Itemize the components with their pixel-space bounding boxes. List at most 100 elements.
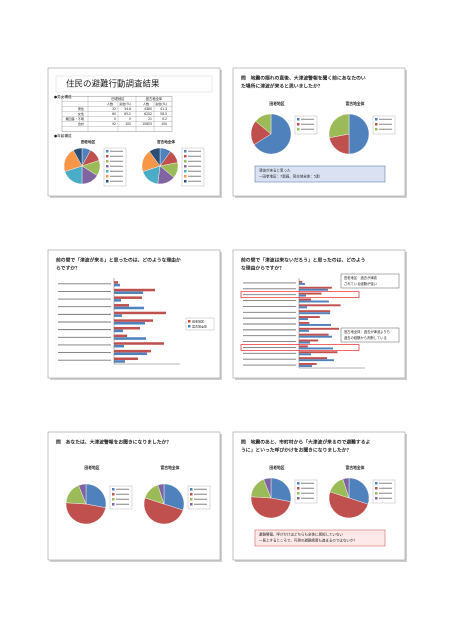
legend-swatch	[184, 170, 187, 173]
text: 21	[148, 117, 152, 121]
legend-swatch	[184, 155, 187, 158]
legend-swatch	[190, 488, 193, 491]
bar	[299, 347, 333, 350]
legend-swatch	[184, 165, 187, 168]
text: 人数	[143, 101, 149, 106]
legend-box	[185, 317, 215, 331]
bar	[299, 357, 327, 360]
bar	[299, 333, 329, 336]
text: 問 地震のあと、市町村から「大津波が来るので避難するよ	[241, 439, 371, 446]
legend-swatch	[188, 320, 191, 323]
legend-swatch	[297, 128, 300, 131]
bar	[299, 294, 306, 297]
legend-swatch	[375, 497, 378, 500]
bar	[299, 327, 339, 330]
text: されている経験が強い	[344, 281, 378, 286]
legend-box	[187, 485, 211, 510]
text: 田老地区	[192, 318, 204, 323]
legend-swatch	[112, 498, 115, 501]
text: た場所に津波が来ると思いましたか？	[241, 83, 323, 90]
bar	[299, 318, 308, 321]
bar	[114, 352, 147, 356]
legend-swatch	[106, 160, 109, 163]
bar	[299, 316, 320, 319]
text: らですか？	[56, 265, 80, 272]
pie-slice	[328, 491, 369, 519]
bar	[114, 329, 123, 333]
pie-slice	[253, 113, 292, 155]
bar	[114, 337, 146, 340]
legend-swatch	[184, 180, 187, 183]
text: な理由からですか？	[241, 265, 284, 272]
text: 宮古地全体	[346, 465, 365, 470]
bar	[299, 341, 310, 344]
text: 田老地区	[269, 465, 284, 470]
note-box	[254, 165, 386, 183]
text: 60	[112, 112, 116, 116]
legend-swatch	[297, 118, 300, 121]
pie-slice	[328, 113, 350, 138]
bar	[299, 339, 319, 342]
text: 0	[114, 117, 116, 121]
bar	[299, 304, 341, 307]
text: 0.2	[162, 117, 167, 121]
bar	[114, 283, 120, 287]
text: 0	[129, 117, 131, 121]
text: 住民の避難行動調査結果	[66, 79, 160, 90]
bar	[114, 291, 143, 294]
text: 津波が来ると思った	[259, 168, 291, 173]
bar	[299, 321, 310, 324]
text: 過去の経験から判断している	[344, 335, 387, 340]
highlight	[240, 291, 360, 298]
legend-swatch	[297, 492, 300, 495]
pie-slice	[78, 483, 87, 505]
bar	[299, 306, 307, 309]
callout	[340, 273, 400, 289]
bar	[114, 349, 151, 353]
legend-box	[109, 485, 133, 510]
text: 合計	[78, 121, 84, 126]
bar	[299, 329, 309, 332]
text: 田老地区	[269, 101, 284, 106]
bar	[299, 359, 334, 362]
bar	[299, 351, 338, 354]
text: うに」といった呼びかけをお聞きになりましたか？	[241, 447, 351, 454]
text: 割合(%)	[155, 101, 167, 106]
pie-slice	[157, 483, 165, 505]
text: 一見上するところで、円滑の避難誘導も進まるのではないか？	[259, 538, 357, 543]
callout	[340, 327, 400, 343]
text: 100	[125, 122, 131, 126]
bar	[114, 306, 144, 310]
bar	[299, 282, 305, 285]
bar	[114, 314, 122, 317]
bar	[114, 304, 129, 307]
legend-swatch	[106, 170, 109, 173]
bar	[299, 280, 303, 283]
bar	[114, 344, 124, 348]
bar	[299, 292, 322, 295]
text: 田老地区	[84, 465, 99, 470]
bar	[299, 312, 330, 315]
pie-slice	[65, 502, 106, 525]
title-bar	[55, 75, 213, 93]
bar	[114, 342, 164, 345]
text: 割合(%)	[119, 101, 131, 106]
legend-swatch	[375, 492, 378, 495]
legend-swatch	[106, 150, 109, 153]
bar	[114, 281, 118, 284]
text: 前の問で「津波は来ないだろう」と思ったのは、どのよう	[241, 257, 365, 264]
legend-swatch	[297, 487, 300, 490]
note-box	[254, 529, 386, 547]
text: 宮古地全体	[346, 101, 365, 106]
bar	[114, 311, 166, 315]
text: 宮古地全体	[157, 139, 175, 144]
legend-swatch	[297, 123, 300, 126]
text: 一田老地区：7割弱、宮古地全体：5割	[259, 174, 320, 179]
text: ●年齢構成	[54, 133, 72, 138]
text: 宮古地全体	[192, 323, 207, 328]
bar	[114, 319, 153, 322]
pie-slice	[163, 483, 185, 511]
pie-slice	[143, 497, 184, 525]
legend-swatch	[297, 482, 300, 485]
bar	[299, 324, 331, 326]
